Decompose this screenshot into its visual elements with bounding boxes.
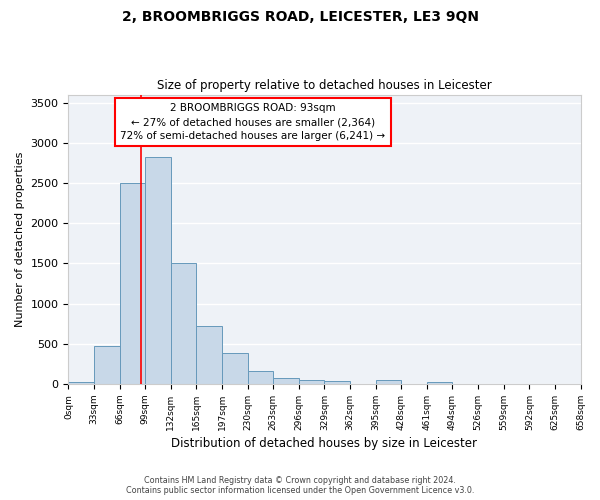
Bar <box>299 380 325 384</box>
Bar <box>94 346 119 384</box>
Bar <box>68 382 94 384</box>
X-axis label: Distribution of detached houses by size in Leicester: Distribution of detached houses by size … <box>172 437 478 450</box>
Bar <box>171 262 196 384</box>
Bar <box>196 326 222 384</box>
Bar <box>145 158 171 384</box>
Bar <box>376 380 401 384</box>
Bar <box>119 183 145 384</box>
Bar <box>325 380 350 384</box>
Text: 2 BROOMBRIGGS ROAD: 93sqm
← 27% of detached houses are smaller (2,364)
72% of se: 2 BROOMBRIGGS ROAD: 93sqm ← 27% of detac… <box>120 103 385 141</box>
Title: Size of property relative to detached houses in Leicester: Size of property relative to detached ho… <box>157 79 492 92</box>
Text: Contains HM Land Registry data © Crown copyright and database right 2024.
Contai: Contains HM Land Registry data © Crown c… <box>126 476 474 495</box>
Bar <box>248 372 273 384</box>
Bar <box>427 382 452 384</box>
Bar <box>222 354 248 384</box>
Text: 2, BROOMBRIGGS ROAD, LEICESTER, LE3 9QN: 2, BROOMBRIGGS ROAD, LEICESTER, LE3 9QN <box>121 10 479 24</box>
Bar <box>273 378 299 384</box>
Y-axis label: Number of detached properties: Number of detached properties <box>15 152 25 327</box>
